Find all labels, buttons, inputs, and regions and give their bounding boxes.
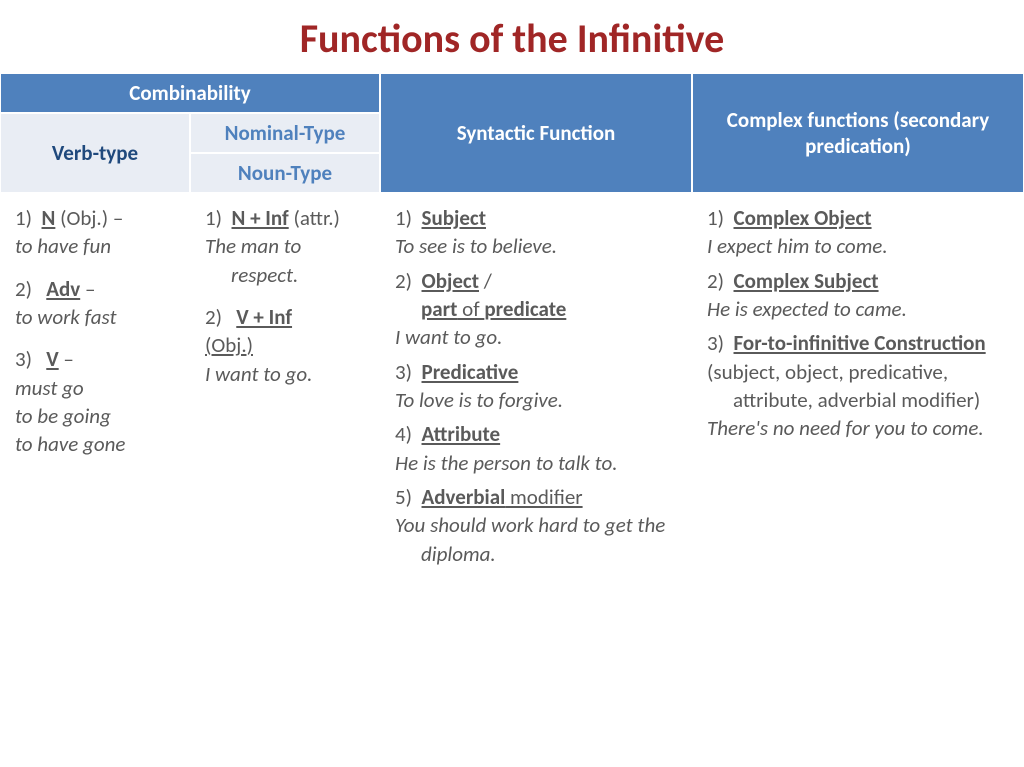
cell-syntactic: 1) Subject To see is to believe. 2) Obje…	[380, 193, 692, 585]
header-combinability: Combinability	[0, 73, 380, 113]
list-item: 2) V + Inf (Obj.) I want to go.	[205, 303, 371, 388]
list-item: 1) Complex Object I expect him to come.	[707, 204, 1015, 261]
subheader-verb-type: Verb-type	[0, 113, 190, 193]
page-title: Functions of the Infinitive	[0, 0, 1024, 73]
header-complex: Complex functions (secondary predication…	[692, 73, 1024, 193]
cell-complex: 1) Complex Object I expect him to come. …	[692, 193, 1024, 585]
main-table: Combinability Syntactic Function Complex…	[0, 73, 1024, 585]
list-item: 2) Complex Subject He is expected to cam…	[707, 267, 1015, 324]
list-item: 1) Subject To see is to believe.	[395, 204, 683, 261]
list-item: 3) Predicative To love is to forgive.	[395, 358, 683, 415]
cell-nominal-type: 1) N + Inf (attr.) The man to respect. 2…	[190, 193, 380, 585]
list-item: 3) V – must go to be going to have gone	[15, 345, 181, 458]
list-item: 3) For-to-infinitive Construction (subje…	[707, 329, 1015, 442]
list-item: 1) N + Inf (attr.) The man to respect.	[205, 204, 371, 289]
list-item: 2) Object / part of predicate I want to …	[395, 267, 683, 352]
list-item: 2) Adv – to work fast	[15, 275, 181, 332]
cell-verb-type: 1) N (Obj.) – to have fun 2) Adv – to wo…	[0, 193, 190, 585]
subheader-noun-type: Noun-Type	[190, 153, 380, 193]
list-item: 1) N (Obj.) – to have fun	[15, 204, 181, 261]
subheader-nominal-type: Nominal-Type	[190, 113, 380, 153]
list-item: 4) Attribute He is the person to talk to…	[395, 420, 683, 477]
header-syntactic: Syntactic Function	[380, 73, 692, 193]
list-item: 5) Adverbial modifier You should work ha…	[395, 483, 683, 568]
